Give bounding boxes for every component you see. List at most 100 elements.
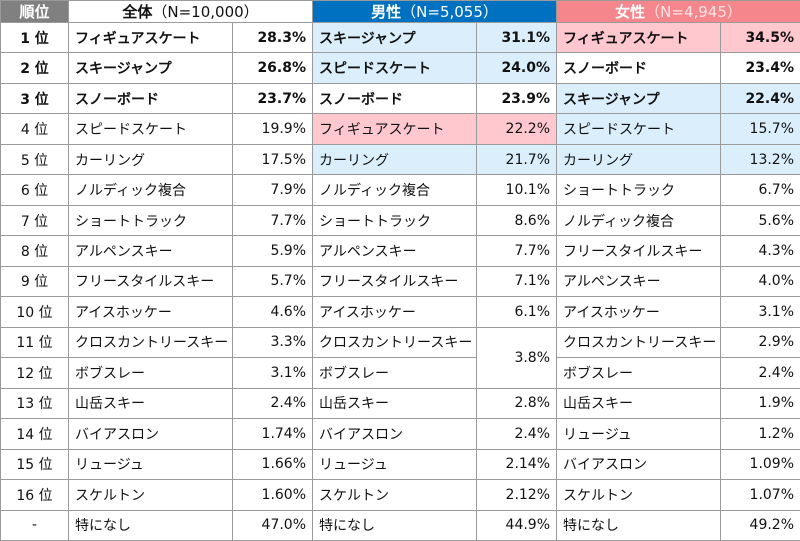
sport-name: 特になし xyxy=(68,509,233,541)
percentage: 28.3% xyxy=(231,21,314,54)
rank: 8 位 xyxy=(0,235,69,267)
sport-name: バイアスロン xyxy=(556,448,722,481)
sport-name: アイスホッケー xyxy=(68,296,233,328)
sport-name: ショートトラック xyxy=(312,204,478,237)
row: 11 位クロスカントリースキー 3.3% クロスカントリースキー 3.8% クロスカント… xyxy=(0,326,800,389)
rank: 4 位 xyxy=(0,113,69,145)
percentage: 22.4% xyxy=(720,82,800,115)
percentage: 15.7% xyxy=(720,113,800,145)
rank: 16 位 xyxy=(0,479,69,511)
rank: 3 位 xyxy=(0,82,69,115)
percentage: 5.9% xyxy=(231,235,314,267)
row: 7 位ショートトラック 7.7% ショートトラック 8.6% ノルディック複合 5.6% xyxy=(0,204,800,237)
sport-name: バイアスロン xyxy=(312,418,478,450)
rank: 9 位 xyxy=(0,265,69,298)
percentage: 5.7% xyxy=(231,265,314,298)
row: 10 位アイスホッケー 4.6% アイスホッケー 6.1% アイスホッケー 3.1% xyxy=(0,296,800,328)
sport-name: 特になし xyxy=(312,509,478,541)
sport-name: フィギュアスケート xyxy=(556,21,722,54)
sport-name: 特になし xyxy=(556,509,722,541)
row: - 特になし 47.0% 特になし 44.9% 特になし 49.2% xyxy=(0,509,800,541)
sport-name: ショートトラック xyxy=(556,174,722,206)
sport-name: フリースタイルスキー xyxy=(556,235,722,267)
sport-name: スピードスケート xyxy=(68,113,233,145)
row: 6 位ノルディック複合 7.9% ノルディック複合 10.1% ショートトラック 6.7% xyxy=(0,174,800,206)
sport-name: ノルディック複合 xyxy=(312,174,478,206)
percentage: 1.2% xyxy=(720,418,800,450)
percentage: 1.07% xyxy=(720,479,800,511)
group-label: 女性 xyxy=(615,3,646,21)
sport-name: スケルトン xyxy=(556,479,722,511)
percentage: 10.1% xyxy=(476,174,558,206)
sport-name: ボブスレー xyxy=(68,357,233,389)
sport-name: クロスカントリースキー xyxy=(312,326,478,359)
sport-name: アルペンスキー xyxy=(312,235,478,267)
percentage: 3.8% xyxy=(476,326,558,389)
rank: 13 位 xyxy=(0,387,69,420)
rank: - xyxy=(0,509,69,541)
row: 3 位スノーボード 23.7% スノーボード 23.9% スキージャンプ 22.4% xyxy=(0,82,800,115)
percentage: 4.0% xyxy=(720,265,800,298)
percentage: 44.9% xyxy=(476,509,558,541)
percentage: 49.2% xyxy=(720,509,800,541)
sport-name: スノーボード xyxy=(556,52,722,84)
row: 1 位フィギュアスケート 28.3% スキージャンプ 31.1% フィギュアスケート 34… xyxy=(0,21,800,54)
percentage: 23.9% xyxy=(476,82,558,115)
percentage: 23.4% xyxy=(720,52,800,84)
row: 4 位スピードスケート 19.9% フィギュアスケート 22.2% スピードスケート 15… xyxy=(0,113,800,145)
percentage: 23.7% xyxy=(231,82,314,115)
percentage: 1.09% xyxy=(720,448,800,481)
row: 8 位アルペンスキー 5.9% アルペンスキー 7.7% フリースタイルスキー 4.3% xyxy=(0,235,800,267)
sport-name: スキージャンプ xyxy=(68,52,233,84)
group-label: 全体 xyxy=(122,3,153,21)
sport-name: クロスカントリースキー xyxy=(556,326,722,359)
row: 14 位バイアスロン 1.74% バイアスロン 2.4% リュージュ 1.2% xyxy=(0,418,800,450)
percentage: 3.3% xyxy=(231,326,314,359)
percentage: 3.1% xyxy=(231,357,314,389)
rank: 5 位 xyxy=(0,143,69,176)
rank: 12 位 xyxy=(0,357,69,389)
rank: 14 位 xyxy=(0,418,69,450)
rank: 2 位 xyxy=(0,52,69,84)
sport-name: 山岳スキー xyxy=(556,387,722,420)
row: 15 位リュージュ 1.66% リュージュ 2.14% バイアスロン 1.09% xyxy=(0,448,800,481)
percentage: 47.0% xyxy=(231,509,314,541)
sport-name: 山岳スキー xyxy=(68,387,233,420)
percentage: 2.4% xyxy=(231,387,314,420)
sport-name: カーリング xyxy=(68,143,233,176)
group-n: （N=5,055） xyxy=(401,3,498,21)
group-n: （N=10,000） xyxy=(152,3,259,21)
sport-name: スピードスケート xyxy=(312,52,478,84)
sport-name: ボブスレー xyxy=(556,357,722,389)
sport-name: フリースタイルスキー xyxy=(312,265,478,298)
percentage: 19.9% xyxy=(231,113,314,145)
sport-name: フィギュアスケート xyxy=(312,113,478,145)
sport-name: リュージュ xyxy=(556,418,722,450)
percentage: 24.0% xyxy=(476,52,558,84)
rank: 6 位 xyxy=(0,174,69,206)
sport-name: スキージャンプ xyxy=(556,82,722,115)
percentage: 2.4% xyxy=(720,357,800,389)
percentage: 2.8% xyxy=(476,387,558,420)
percentage: 21.7% xyxy=(476,143,558,176)
percentage: 2.4% xyxy=(476,418,558,450)
row: 5 位カーリング 17.5% カーリング 21.7% カーリング 13.2% xyxy=(0,143,800,176)
sport-name: ノルディック複合 xyxy=(68,174,233,206)
percentage: 2.14% xyxy=(476,448,558,481)
percentage: 1.9% xyxy=(720,387,800,420)
percentage: 31.1% xyxy=(476,21,558,54)
sport-name: ボブスレー xyxy=(312,357,478,389)
percentage: 7.9% xyxy=(231,174,314,206)
sport-name: スキージャンプ xyxy=(312,21,478,54)
rank: 10 位 xyxy=(0,296,69,328)
sport-name: 山岳スキー xyxy=(312,387,478,420)
percentage: 2.12% xyxy=(476,479,558,511)
percentage: 2.9% xyxy=(720,326,800,359)
percentage: 7.1% xyxy=(476,265,558,298)
group-header: 男性（N=5,055） xyxy=(312,0,558,23)
percentage: 7.7% xyxy=(476,235,558,267)
percentage: 8.6% xyxy=(476,204,558,237)
percentage: 3.1% xyxy=(720,296,800,328)
